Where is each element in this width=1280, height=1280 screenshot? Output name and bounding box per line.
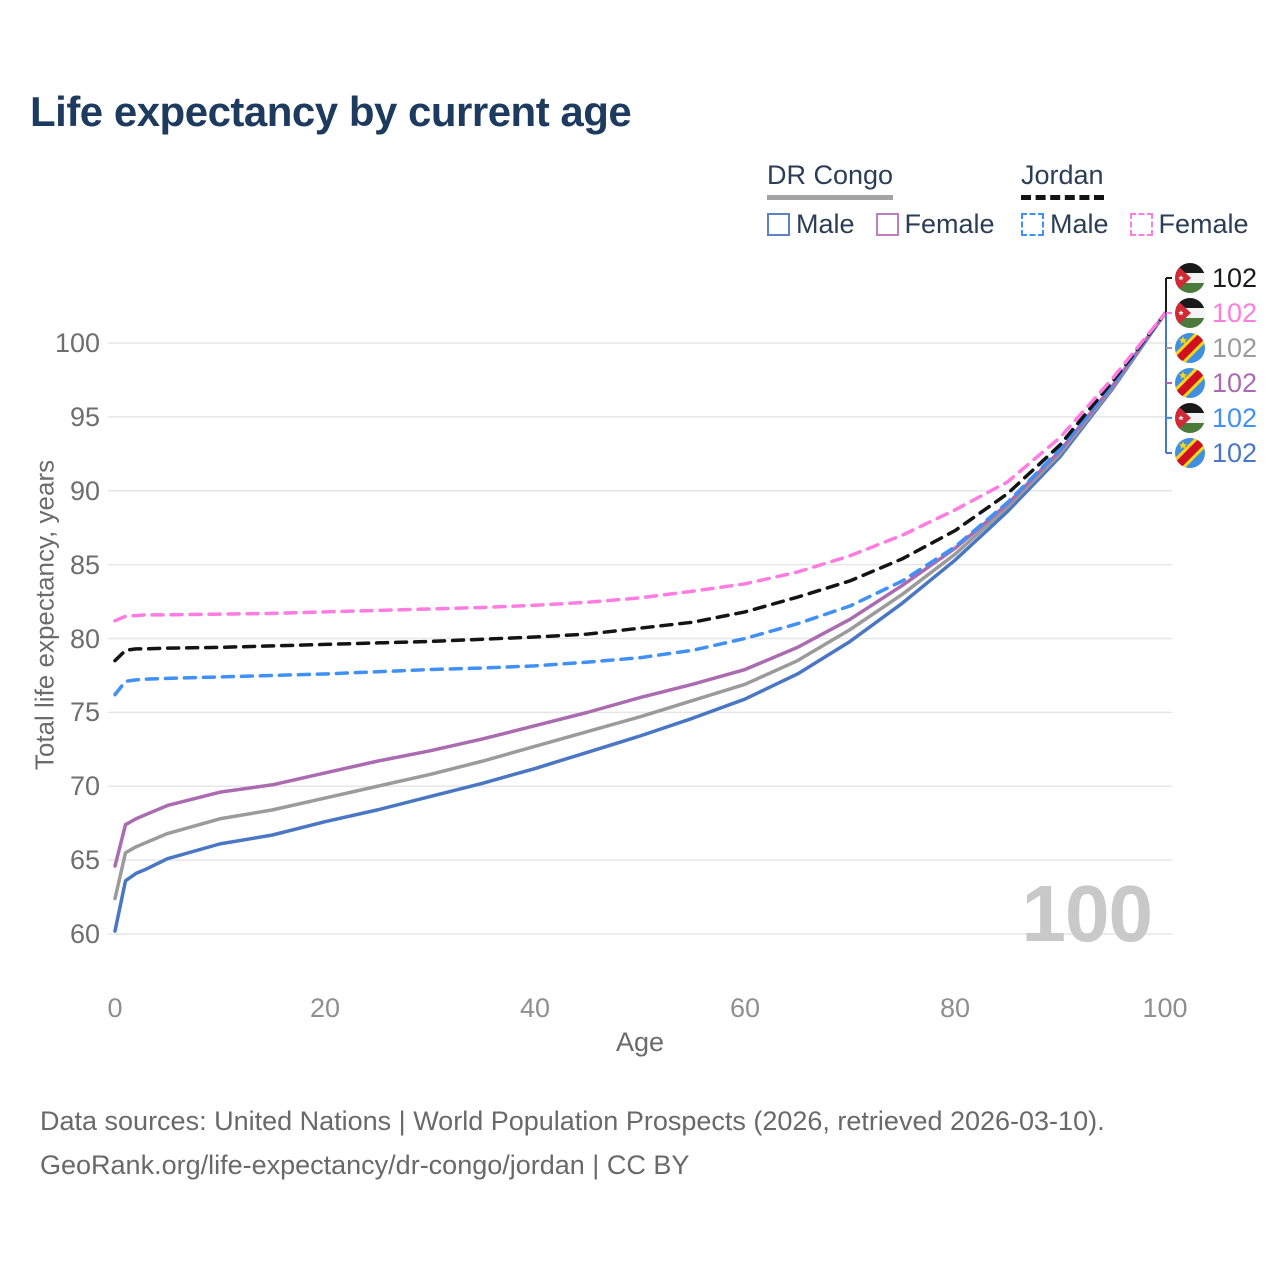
legend-item-jordan-female[interactable]: Female xyxy=(1129,209,1249,240)
legend-item-drc-female[interactable]: Female xyxy=(875,209,995,240)
series-line-dr-congo-both-sexes[interactable] xyxy=(113,311,1167,901)
y-tick-label: 85 xyxy=(69,549,100,580)
series-line-jordan-female[interactable] xyxy=(113,311,1167,623)
end-label-jordan-female: 102 xyxy=(1175,298,1257,328)
x-tick-label: 40 xyxy=(519,993,551,1023)
x-tick-label: 80 xyxy=(939,993,971,1023)
y-tick-label: 70 xyxy=(69,771,100,802)
legend-item-jordan-male[interactable]: Male xyxy=(1021,209,1109,240)
legend-item-label: Male xyxy=(1050,209,1109,239)
y-tick-label: 100 xyxy=(54,328,100,358)
end-label-drc-female: 102 xyxy=(1175,368,1257,398)
series-line-dr-congo-female[interactable] xyxy=(113,311,1167,868)
jordan-male-swatch-icon xyxy=(1021,213,1044,236)
legend-jordan-label[interactable]: Jordan xyxy=(1021,160,1104,200)
y-tick-label: 95 xyxy=(69,401,100,432)
dr-congo-flag-icon xyxy=(1175,333,1205,363)
georank-link[interactable]: GeoRank.org/life-expectancy/dr-congo/jor… xyxy=(40,1150,690,1180)
jordan-flag-icon xyxy=(1175,263,1205,293)
legend-dr-congo-label[interactable]: DR Congo xyxy=(767,160,894,200)
x-axis-title: Age xyxy=(615,1027,665,1057)
legend-item-label: Female xyxy=(1158,209,1249,239)
data-sources-text: Data sources: United Nations | World Pop… xyxy=(40,1106,1105,1136)
end-value: 102 xyxy=(1212,438,1258,468)
legend-item-label: Male xyxy=(796,209,855,239)
jordan-flag-icon xyxy=(1175,403,1205,433)
end-value: 102 xyxy=(1212,263,1258,293)
x-tick-label: 100 xyxy=(1142,993,1188,1023)
footer: Data sources: United Nations | World Pop… xyxy=(40,1106,1105,1194)
end-label-jordan-total: 102 xyxy=(1175,263,1257,293)
y-tick-label: 80 xyxy=(69,623,100,654)
x-tick-label: 60 xyxy=(729,993,761,1023)
legend-item-drc-male[interactable]: Male xyxy=(767,209,855,240)
y-tick-label: 60 xyxy=(69,919,100,949)
chart-title: Life expectancy by current age xyxy=(30,88,632,135)
watermark-100: 100 xyxy=(1021,869,1153,958)
y-tick-label: 75 xyxy=(69,697,100,728)
end-label-jordan-male: 102 xyxy=(1175,403,1257,433)
end-value: 102 xyxy=(1212,333,1258,363)
series-line-dr-congo-male[interactable] xyxy=(113,311,1167,933)
legend-group-jordan: Jordan Male Female xyxy=(1021,160,1270,240)
end-value: 102 xyxy=(1212,403,1258,433)
series-line-jordan-male[interactable] xyxy=(113,311,1167,697)
legend-item-label: Female xyxy=(904,209,995,239)
legend-group-dr-congo: DR Congo Male Female xyxy=(767,160,1016,240)
series-line-jordan-both-sexes[interactable] xyxy=(113,311,1167,663)
y-axis-title: Total life expectancy, years xyxy=(29,459,60,771)
x-tick-label: 0 xyxy=(107,993,123,1023)
drc-male-swatch-icon xyxy=(767,213,790,236)
y-tick-label: 90 xyxy=(69,475,100,506)
end-label-drc-total: 102 xyxy=(1175,333,1257,363)
end-value: 102 xyxy=(1212,368,1258,398)
end-value: 102 xyxy=(1212,298,1258,328)
dr-congo-flag-icon xyxy=(1175,438,1205,468)
jordan-female-swatch-icon xyxy=(1129,213,1153,236)
end-label-drc-male: 102 xyxy=(1175,438,1257,468)
x-tick-label: 20 xyxy=(309,993,341,1023)
y-tick-label: 65 xyxy=(69,845,100,876)
jordan-flag-icon xyxy=(1175,298,1205,328)
drc-female-swatch-icon xyxy=(875,213,899,236)
dr-congo-flag-icon xyxy=(1175,368,1205,398)
